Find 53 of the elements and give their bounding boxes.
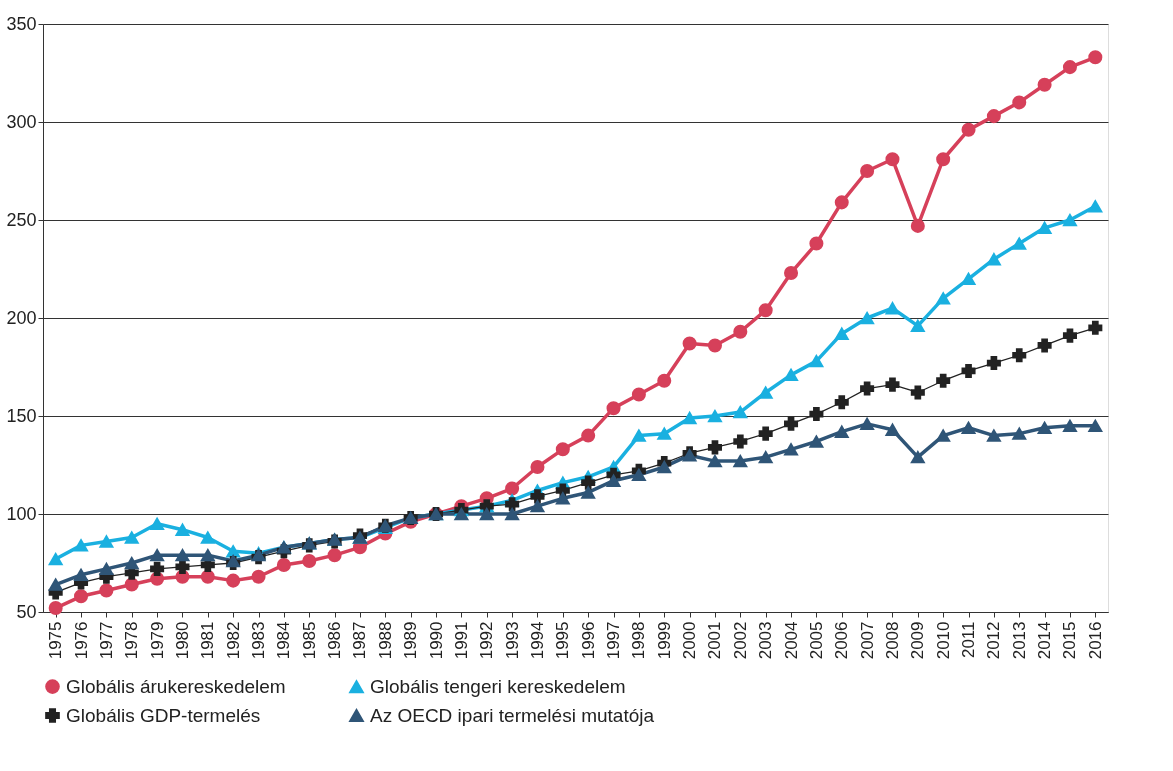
y-tick-label: 200 <box>6 307 37 328</box>
x-tick-label: 2004 <box>781 621 801 660</box>
legend-label: Az OECD ipari termelési mutatója <box>370 704 655 726</box>
y-tick-label: 150 <box>6 405 37 426</box>
x-tick-label: 1986 <box>325 621 345 660</box>
x-tick-label: 1996 <box>578 621 598 660</box>
legend-label: Globális árukereskedelem <box>66 675 286 697</box>
x-tick-label: 2007 <box>857 621 877 660</box>
x-tick-label: 1975 <box>46 621 66 660</box>
x-tick-label: 2016 <box>1085 621 1105 660</box>
x-tick-label: 1994 <box>527 621 547 660</box>
x-tick-label: 2009 <box>908 621 928 660</box>
x-tick-label: 1977 <box>96 621 116 660</box>
x-tick-label: 2011 <box>959 621 979 659</box>
x-tick-label: 1980 <box>172 621 192 660</box>
x-tick-label: 1981 <box>198 621 218 660</box>
x-tick-label: 1987 <box>350 621 370 660</box>
legend-label: Globális GDP-termelés <box>66 704 261 726</box>
x-tick-label: 1988 <box>375 621 395 660</box>
x-tick-label: 2003 <box>756 621 776 660</box>
x-tick-label: 1982 <box>223 621 243 660</box>
x-tick-label: 1985 <box>299 621 319 660</box>
x-tick-label: 2000 <box>680 621 700 660</box>
x-tick-label: 1995 <box>553 621 573 660</box>
x-tick-label: 2012 <box>984 621 1004 660</box>
y-tick-label: 350 <box>6 13 37 34</box>
x-tick-label: 2008 <box>882 621 902 660</box>
x-tick-label: 1983 <box>249 621 269 660</box>
x-tick-label: 2010 <box>933 621 953 660</box>
x-tick-label: 2001 <box>705 621 725 660</box>
x-tick-label: 1992 <box>477 621 497 660</box>
x-tick-label: 1989 <box>401 621 421 660</box>
y-tick-label: 250 <box>6 209 37 230</box>
y-tick-label: 300 <box>6 111 37 132</box>
x-tick-label: 1999 <box>654 621 674 660</box>
x-tick-label: 1978 <box>122 621 142 660</box>
legend-label: Globális tengeri kereskedelem <box>370 675 626 697</box>
x-tick-label: 1979 <box>147 621 167 660</box>
x-tick-label: 1976 <box>71 621 91 660</box>
x-tick-label: 2006 <box>832 621 852 660</box>
x-tick-label: 1990 <box>426 621 446 660</box>
x-tick-label: 1984 <box>274 621 294 660</box>
y-tick-label: 100 <box>6 503 37 524</box>
x-tick-label: 1993 <box>502 621 522 660</box>
x-tick-label: 1998 <box>629 621 649 660</box>
x-tick-label: 2002 <box>730 621 750 660</box>
x-tick-label: 2014 <box>1035 621 1055 660</box>
x-tick-label: 2005 <box>806 621 826 660</box>
x-tick-label: 1997 <box>604 621 624 660</box>
x-tick-label: 2013 <box>1009 621 1029 660</box>
x-tick-label: 1991 <box>451 621 471 660</box>
x-tick-label: 2015 <box>1060 621 1080 660</box>
y-tick-label: 50 <box>16 601 37 622</box>
